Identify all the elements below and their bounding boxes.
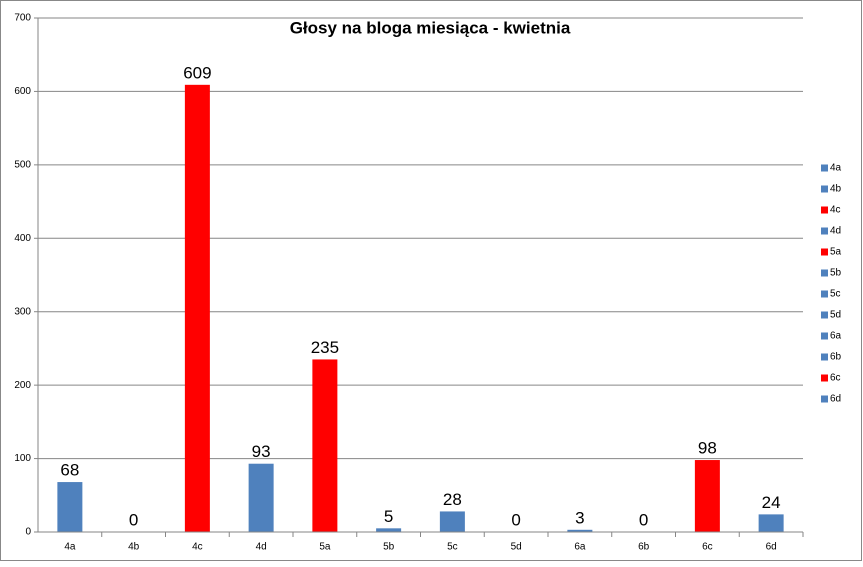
data-label: 0	[511, 510, 520, 529]
legend-swatch	[821, 332, 828, 340]
bar	[694, 460, 720, 532]
y-tick-label: 600	[14, 86, 31, 97]
bar	[567, 529, 593, 532]
bar	[184, 84, 210, 532]
legend-label: 6b	[830, 352, 842, 363]
legend-swatch	[821, 290, 828, 298]
data-label: 0	[639, 510, 648, 529]
legend-label: 5d	[830, 310, 841, 321]
y-tick-label: 500	[14, 159, 31, 170]
data-label: 68	[60, 461, 79, 480]
legend-swatch	[821, 311, 828, 319]
legend-swatch	[821, 395, 828, 403]
bar	[312, 359, 338, 532]
legend-label: 4a	[830, 163, 842, 174]
y-tick-label: 100	[14, 453, 31, 464]
legend-label: 6d	[830, 394, 841, 405]
x-tick-label: 5b	[383, 542, 395, 553]
legend-label: 4c	[830, 205, 841, 216]
x-tick-label: 5c	[447, 542, 458, 553]
legend-swatch	[821, 374, 828, 382]
y-tick-label: 300	[14, 306, 31, 317]
data-label: 28	[443, 490, 462, 509]
x-tick-label: 4a	[64, 542, 76, 553]
legend-swatch	[821, 269, 828, 277]
data-label: 93	[252, 442, 271, 461]
bar	[758, 514, 784, 532]
legend-swatch	[821, 185, 828, 193]
legend-swatch	[821, 353, 828, 361]
legend-label: 4d	[830, 226, 841, 237]
x-tick-label: 6d	[766, 542, 777, 553]
x-tick-label: 6a	[574, 542, 586, 553]
legend-label: 6a	[830, 331, 842, 342]
y-tick-label: 400	[14, 233, 31, 244]
legend-label: 4b	[830, 184, 842, 195]
x-tick-label: 4d	[256, 542, 267, 553]
bar	[57, 482, 83, 532]
legend-label: 6c	[830, 373, 841, 384]
data-label: 98	[698, 439, 717, 458]
data-label: 0	[129, 510, 138, 529]
legend-swatch	[821, 248, 828, 256]
legend-swatch	[821, 164, 828, 172]
x-tick-label: 5d	[511, 542, 522, 553]
legend-swatch	[821, 206, 828, 214]
bar	[439, 511, 465, 532]
data-label: 235	[311, 338, 339, 357]
data-label: 609	[183, 63, 211, 82]
data-label: 5	[384, 507, 393, 526]
x-tick-label: 6b	[638, 542, 650, 553]
data-label: 24	[762, 493, 781, 512]
legend-label: 5c	[830, 289, 841, 300]
chart-title: Głosy na bloga miesiąca - kwietnia	[290, 18, 571, 37]
y-tick-label: 0	[25, 527, 31, 538]
legend-label: 5a	[830, 247, 842, 258]
x-tick-label: 5a	[319, 542, 331, 553]
y-tick-label: 200	[14, 380, 31, 391]
bar	[248, 463, 274, 532]
x-tick-label: 4c	[192, 542, 203, 553]
data-label: 3	[575, 508, 584, 527]
legend-label: 5b	[830, 268, 842, 279]
bar	[376, 528, 402, 532]
y-tick-label: 700	[14, 13, 31, 24]
legend-swatch	[821, 227, 828, 235]
x-tick-label: 4b	[128, 542, 140, 553]
x-tick-label: 6c	[702, 542, 713, 553]
